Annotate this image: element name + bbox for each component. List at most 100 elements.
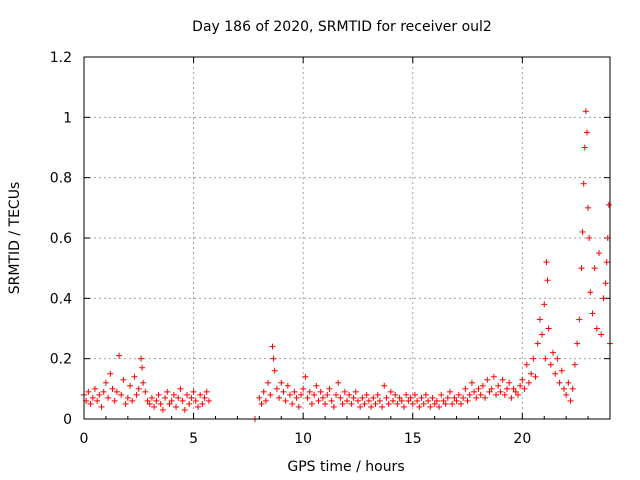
data-point <box>416 403 423 410</box>
data-point <box>131 373 138 380</box>
data-point <box>398 397 405 404</box>
y-tick-label: 1.2 <box>50 50 72 66</box>
data-point <box>153 397 160 404</box>
data-point <box>354 397 361 404</box>
data-point <box>170 391 177 398</box>
data-point <box>96 391 103 398</box>
data-point <box>157 400 164 407</box>
data-point <box>109 385 116 392</box>
data-point <box>129 397 136 404</box>
data-point <box>333 391 340 398</box>
data-point <box>542 355 549 362</box>
data-point <box>278 379 285 386</box>
data-point <box>267 391 274 398</box>
data-point <box>449 400 456 407</box>
data-point <box>484 376 491 383</box>
data-point <box>326 385 333 392</box>
data-point <box>528 370 535 377</box>
data-point <box>186 400 193 407</box>
data-point <box>438 391 445 398</box>
data-point <box>603 259 610 266</box>
data-point <box>346 391 353 398</box>
data-point <box>273 385 280 392</box>
data-point <box>313 382 320 389</box>
data-point <box>317 388 324 395</box>
data-point <box>569 385 576 392</box>
data-point <box>600 295 607 302</box>
data-point <box>205 397 212 404</box>
data-point <box>302 373 309 380</box>
data-point <box>596 250 603 257</box>
data-point <box>602 280 609 287</box>
y-tick-label: 0.4 <box>50 291 72 307</box>
data-point <box>284 382 291 389</box>
data-point <box>436 403 443 410</box>
data-point <box>184 391 191 398</box>
data-point <box>563 391 570 398</box>
data-point <box>361 400 368 407</box>
data-point <box>181 406 188 413</box>
data-point <box>89 394 96 401</box>
data-point <box>306 388 313 395</box>
data-point <box>357 403 364 410</box>
data-point <box>116 352 123 359</box>
x-tick-label: 0 <box>80 431 89 447</box>
data-point <box>560 385 567 392</box>
data-point <box>262 397 269 404</box>
data-point <box>379 403 386 410</box>
data-point <box>475 385 482 392</box>
data-point <box>192 397 199 404</box>
data-point <box>370 394 377 401</box>
data-point <box>197 391 204 398</box>
data-point <box>547 361 554 368</box>
data-point <box>269 343 276 350</box>
data-point <box>120 376 127 383</box>
data-point <box>442 400 449 407</box>
data-point <box>514 391 521 398</box>
data-point <box>387 388 394 395</box>
data-point <box>148 394 155 401</box>
data-point <box>550 349 557 356</box>
data-point <box>162 394 169 401</box>
data-point <box>311 391 318 398</box>
data-point <box>144 397 151 404</box>
data-point <box>497 388 504 395</box>
data-point <box>98 403 105 410</box>
data-point <box>330 403 337 410</box>
data-point <box>539 331 546 338</box>
y-tick-label: 0.6 <box>50 231 72 247</box>
data-point <box>425 397 432 404</box>
data-point <box>287 391 294 398</box>
data-point <box>510 385 517 392</box>
data-point <box>583 129 590 136</box>
y-axis-label: SRMTID / TECUs <box>7 182 23 295</box>
data-point <box>545 325 552 332</box>
data-point <box>308 400 315 407</box>
data-point <box>543 259 550 266</box>
data-point <box>87 400 94 407</box>
data-point <box>552 370 559 377</box>
data-point <box>523 361 530 368</box>
data-point <box>447 388 454 395</box>
data-point <box>166 400 173 407</box>
data-point <box>585 204 592 211</box>
data-point <box>133 391 140 398</box>
data-point <box>558 367 565 374</box>
data-point <box>100 388 107 395</box>
data-point <box>173 403 180 410</box>
data-point <box>322 400 329 407</box>
data-point <box>105 394 112 401</box>
data-point <box>85 388 92 395</box>
data-point <box>457 400 464 407</box>
x-tick-label: 5 <box>189 431 198 447</box>
data-point <box>587 289 594 296</box>
data-point <box>155 391 162 398</box>
data-point <box>414 397 421 404</box>
data-point <box>579 228 586 235</box>
data-point <box>383 394 390 401</box>
data-point <box>536 316 543 323</box>
data-point <box>405 397 412 404</box>
data-point <box>544 277 551 284</box>
data-point <box>396 394 403 401</box>
x-tick-label: 15 <box>404 431 422 447</box>
